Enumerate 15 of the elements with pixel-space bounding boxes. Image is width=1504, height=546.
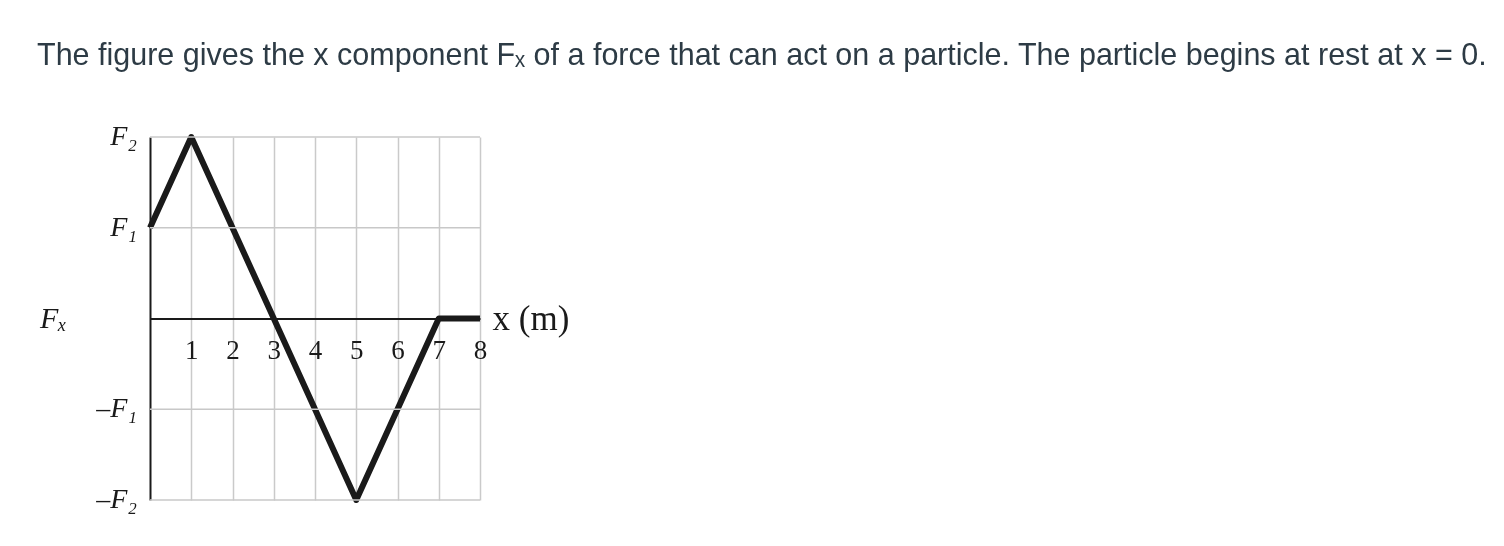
ref-line-label: F₂ — [109, 120, 138, 151]
x-tick-label: 4 — [308, 335, 323, 365]
y-axis-title: Fₓ — [39, 301, 67, 334]
x-tick-label: 2 — [226, 335, 240, 365]
x-axis-title: x (m) — [492, 299, 570, 338]
x-tick-label: 7 — [432, 335, 446, 365]
x-tick-label: 3 — [267, 335, 281, 365]
ref-line-label: –F₂ — [95, 483, 138, 514]
ref-line-label: –F₁ — [95, 392, 137, 424]
x-tick-label: 6 — [391, 335, 405, 365]
ref-line-label: F₁ — [109, 210, 137, 242]
x-tick-label: 5 — [350, 335, 364, 365]
text: The figure gives the x component Fₓ of a force that can act on a particle. The particle begins at rest at x = 0. — [37, 36, 1487, 72]
x-tick-label: 8 — [473, 335, 488, 365]
x-tick-label: 1 — [185, 335, 199, 365]
